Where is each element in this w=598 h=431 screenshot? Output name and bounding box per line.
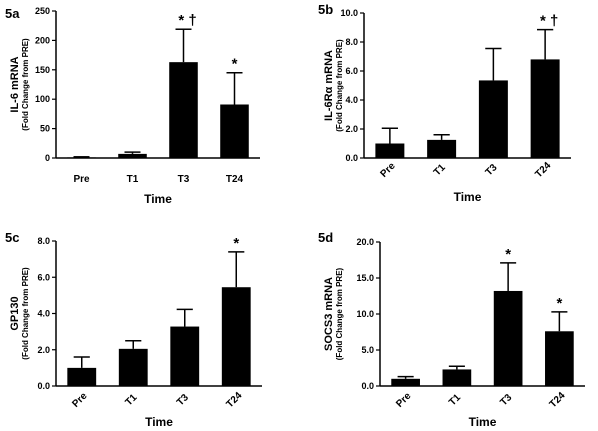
chart-2-panel-label: 5b [318,2,333,17]
chart-4-ytick-label-4: 20.0 [356,237,374,247]
chart-2-annotation-3: * † [540,13,558,30]
chart-3-ylabel: GP130 [9,296,21,330]
chart-2-bar-3 [530,59,560,158]
chart-4-category-2: T3 [498,392,514,408]
chart-1-ylabel-sub: (Fold Change from PRE) [21,38,30,131]
chart-1-bar-1 [118,153,147,158]
chart-2-category-2: T3 [484,162,500,178]
chart-1-bar-2 [169,62,198,158]
chart-2-bar-1 [427,139,457,158]
chart-3-category-2: T3 [175,392,191,408]
chart-2-category-0: Pre [379,160,398,179]
chart-4-bar-0 [391,378,420,386]
chart-2-bar-0 [375,143,405,158]
chart-4-bar-1 [442,369,472,386]
chart-3-ytick-label-1: 2.0 [37,345,50,355]
chart-1-ytick-label-4: 200 [35,35,50,45]
chart-3-category-0: Pre [70,390,89,409]
chart-1-annotation-3: * [232,56,238,73]
chart-1-ylabel: IL-6 mRNA [9,56,21,112]
chart-2-ylabel: IL-6Rα mRNA [323,50,335,121]
chart-2-bar-2 [478,80,508,158]
chart-2-ytick-label-4: 8.0 [345,37,358,47]
chart-2-ytick-label-5: 10.0 [340,8,358,18]
chart-3-bar-3 [221,287,251,386]
chart-3-annotation-3: * [233,235,239,252]
chart-1-xlabel: Time [144,192,172,206]
chart-1-bar-0 [67,157,96,159]
chart-1-category-0: Pre [73,174,90,185]
chart-4-xlabel: Time [469,415,497,429]
chart-4-ylabel-sub: (Fold Change from PRE) [335,267,344,360]
chart-1-bar-3 [220,104,249,158]
chart-4-ytick-label-2: 10.0 [356,309,374,319]
chart-4-annotation-2: * [505,246,511,263]
chart-3-xlabel: Time [145,415,173,429]
chart-4-annotation-3: * [556,295,562,312]
chart-1-ytick-label-2: 100 [35,94,50,104]
chart-3-panel-label: 5c [5,230,19,245]
chart-1-ytick-label-0: 0 [45,153,50,163]
chart-3-bar-2 [170,326,200,386]
chart-4-ytick-label-1: 5.0 [361,345,374,355]
chart-4-category-0: Pre [394,390,413,409]
chart-4-ytick-label-0: 0.0 [361,381,374,391]
chart-3-ytick-label-0: 0.0 [37,381,50,391]
chart-2-ylabel-sub: (Fold Change from PRE) [335,39,344,132]
chart-2-ytick-label-1: 2.0 [345,124,358,134]
chart-4-panel-label: 5d [318,230,333,245]
chart-2-ytick-label-0: 0.0 [345,153,358,163]
chart-1-annotation-2: * † [178,12,196,29]
chart-1-ytick-label-3: 150 [35,65,50,75]
chart-4-ylabel: SOCS3 mRNA [323,277,335,351]
chart-2-ytick-label-2: 4.0 [345,95,358,105]
chart-4-category-1: T1 [447,392,463,408]
chart-4-bar-3 [545,331,574,386]
chart-3-ylabel-sub: (Fold Change from PRE) [21,267,30,360]
chart-3-category-3: T24 [224,390,244,410]
chart-3-bar-1 [118,348,148,386]
chart-1-ytick-label-5: 250 [35,6,50,16]
chart-1-category-1: T1 [127,174,139,185]
chart-3-bar-0 [67,367,97,386]
chart-2-category-1: T1 [432,162,448,178]
chart-1-category-3: T24 [226,174,244,185]
chart-2-xlabel: Time [454,190,482,204]
chart-3-ytick-label-3: 6.0 [37,272,50,282]
chart-1-panel-label: 5a [5,6,20,21]
chart-3-ytick-label-4: 8.0 [37,236,50,246]
chart-2-category-3: T24 [533,160,553,180]
chart-1-ytick-label-1: 50 [40,124,50,134]
chart-4-ytick-label-3: 15.0 [356,273,374,283]
chart-1-category-2: T3 [178,174,190,185]
chart-2-ytick-label-3: 6.0 [345,66,358,76]
chart-4-category-3: T24 [548,390,568,410]
chart-3-category-1: T1 [123,392,139,408]
chart-4-bar-2 [493,290,523,386]
chart-3-ytick-label-2: 4.0 [37,309,50,319]
